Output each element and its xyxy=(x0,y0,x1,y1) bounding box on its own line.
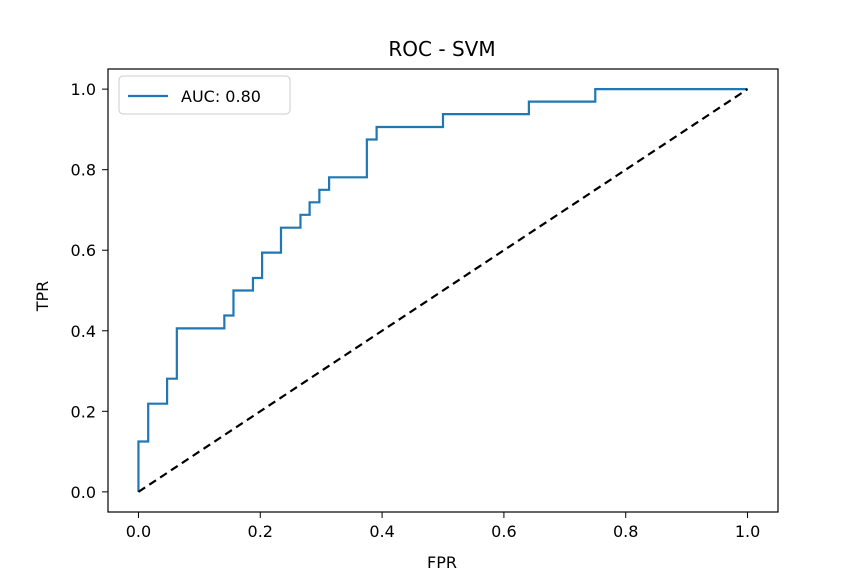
x-tick-label: 0.8 xyxy=(613,522,638,541)
x-tick-label: 0.6 xyxy=(491,522,516,541)
plot-area: 0.0 0.2 0.4 0.6 0.8 1.0 0.0 0.2 0.4 0.6 0.8 1.0 xyxy=(71,68,779,541)
chance-diagonal-line xyxy=(137,88,749,493)
y-tick-label: 0.0 xyxy=(71,483,96,502)
x-tick-label: 0.0 xyxy=(126,522,151,541)
chart-title: ROC - SVM xyxy=(388,37,495,61)
x-tick-label: 0.4 xyxy=(369,522,394,541)
legend-box xyxy=(118,75,291,115)
y-tick-label: 1.0 xyxy=(71,80,96,99)
axes-frame xyxy=(107,68,779,513)
x-axis-label: FPR xyxy=(427,553,457,572)
x-tick-label: 1.0 xyxy=(735,522,760,541)
legend-entry-auc: AUC: 0.80 xyxy=(181,87,261,106)
y-axis-ticks: 0.0 0.2 0.4 0.6 0.8 1.0 xyxy=(71,80,108,502)
y-tick-label: 0.2 xyxy=(71,402,96,421)
x-tick-label: 0.2 xyxy=(248,522,273,541)
y-axis-label: TPR xyxy=(33,281,52,313)
y-tick-label: 0.8 xyxy=(71,161,96,180)
y-tick-label: 0.4 xyxy=(71,322,96,341)
legend: AUC: 0.80 xyxy=(118,75,291,115)
y-tick-label: 0.6 xyxy=(71,241,96,260)
series-layer xyxy=(137,88,749,493)
roc-curve-line xyxy=(137,88,748,492)
x-axis-ticks: 0.0 0.2 0.4 0.6 0.8 1.0 xyxy=(126,512,760,541)
